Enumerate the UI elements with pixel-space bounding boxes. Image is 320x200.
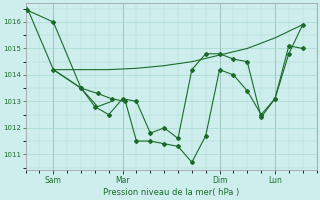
X-axis label: Pression niveau de la mer( hPa ): Pression niveau de la mer( hPa ) bbox=[103, 188, 239, 197]
